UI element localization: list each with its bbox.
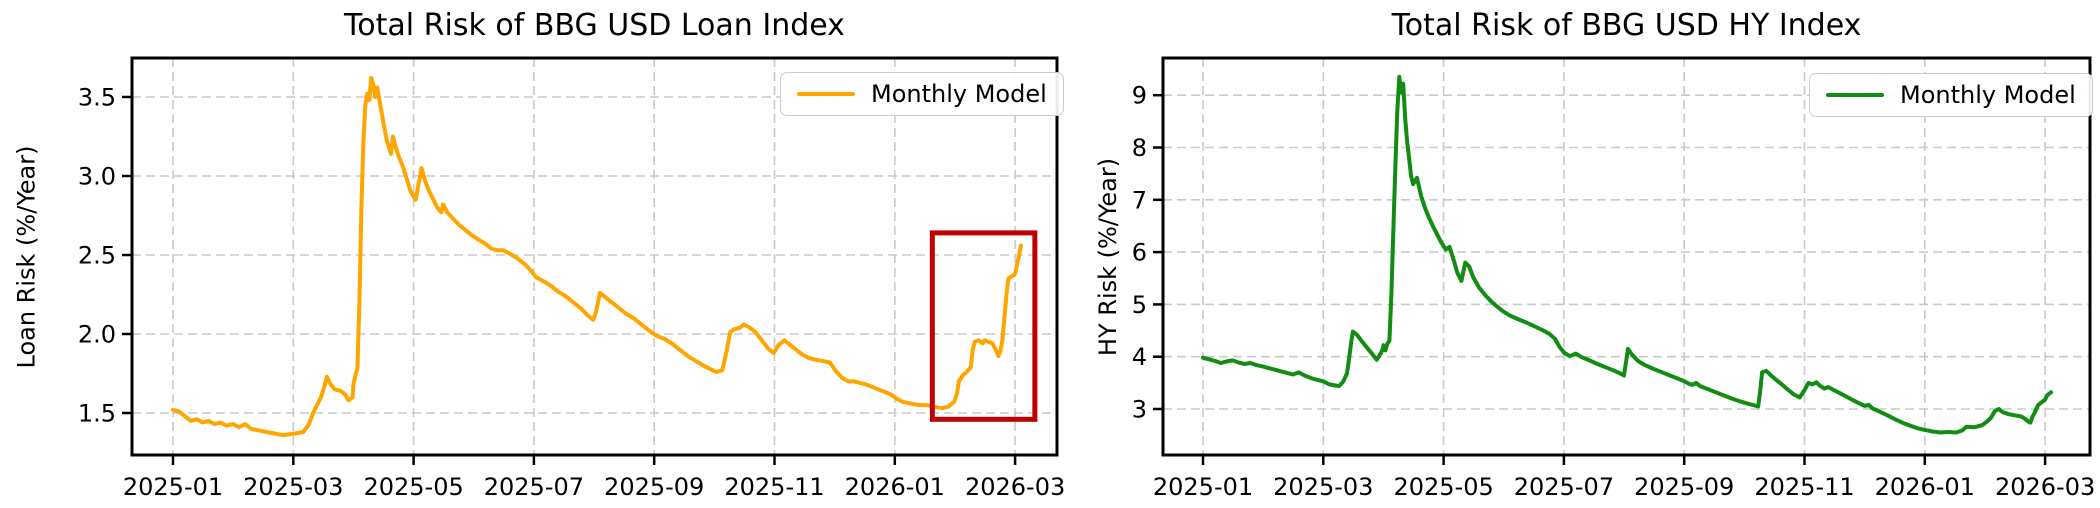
loan-y-tick-label: 2.5 <box>78 242 116 270</box>
hy-chart-title: Total Risk of BBG USD HY Index <box>1391 8 1862 43</box>
loan-x-tick-label: 2026-03 <box>965 473 1065 501</box>
loan-x-tick-label: 2025-07 <box>484 473 584 501</box>
hy-x-tick-label: 2025-11 <box>1754 473 1854 501</box>
hy-plot-frame <box>1161 56 2092 457</box>
hy-legend-line-sample <box>1826 93 1884 97</box>
hy-y-tick-label: 8 <box>1132 134 1147 162</box>
loan-y-tick-label: 3.0 <box>78 163 116 191</box>
loan-x-tick-label: 2025-05 <box>363 473 463 501</box>
hy-x-tick-label: 2026-01 <box>1875 473 1975 501</box>
loan-annotation-box <box>929 230 1038 422</box>
hy-y-tick-label: 6 <box>1132 239 1147 267</box>
hy-y-tick-label: 5 <box>1132 291 1147 319</box>
loan-legend: Monthly Model <box>780 72 1064 116</box>
hy-x-tick-label: 2025-07 <box>1514 473 1614 501</box>
hy-x-tick-label: 2025-01 <box>1153 473 1253 501</box>
hy-y-axis-label: HY Risk (%/Year) <box>1094 157 1123 356</box>
hy-x-tick-label: 2026-03 <box>1995 473 2095 501</box>
hy-legend: Monthly Model <box>1809 73 2093 117</box>
hy-series-line <box>1201 74 2053 435</box>
hy-y-tick-label: 9 <box>1132 82 1147 110</box>
loan-x-tick-label: 2025-09 <box>604 473 704 501</box>
hy-x-tick-label: 2025-09 <box>1634 473 1734 501</box>
loan-series-line <box>171 76 1023 438</box>
hy-x-tick-label: 2025-05 <box>1393 473 1493 501</box>
loan-y-tick-label: 2.0 <box>78 321 116 349</box>
hy-y-axis-label-box: HY Risk (%/Year) <box>1090 58 1126 455</box>
loan-plot-frame <box>130 56 1059 457</box>
hy-x-tick-label: 2025-03 <box>1273 473 1373 501</box>
loan-y-tick-label: 1.5 <box>78 400 116 428</box>
loan-legend-line-sample <box>797 92 855 96</box>
hy-y-tick-label: 3 <box>1132 396 1147 424</box>
loan-y-axis-label-box: Loan Risk (%/Year) <box>8 58 44 455</box>
loan-x-tick-label: 2025-11 <box>724 473 824 501</box>
loan-x-tick-label: 2026-01 <box>845 473 945 501</box>
hy-y-tick-label: 7 <box>1132 186 1147 214</box>
loan-legend-label: Monthly Model <box>871 80 1047 108</box>
hy-y-tick-label: 4 <box>1132 343 1147 371</box>
loan-x-tick-label: 2025-03 <box>243 473 343 501</box>
loan-x-tick-label: 2025-01 <box>123 473 223 501</box>
loan-y-tick-label: 3.5 <box>78 84 116 112</box>
loan-y-axis-label: Loan Risk (%/Year) <box>12 145 41 368</box>
loan-chart-title: Total Risk of BBG USD Loan Index <box>344 8 845 43</box>
hy-legend-label: Monthly Model <box>1900 81 2076 109</box>
